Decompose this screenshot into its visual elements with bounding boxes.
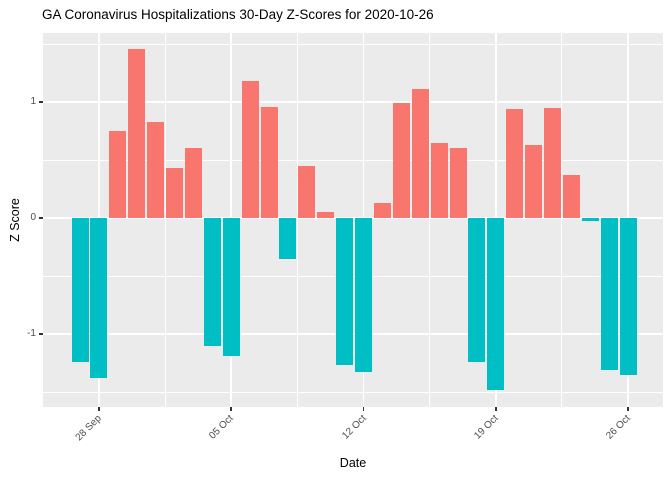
- gridline-minor: [164, 33, 166, 407]
- x-tick: [98, 406, 100, 411]
- gridline-minor: [429, 33, 431, 407]
- bar: [147, 121, 165, 218]
- y-tick: [39, 217, 43, 219]
- bar: [317, 212, 335, 218]
- y-tick: [39, 333, 43, 335]
- bar: [166, 168, 183, 218]
- y-tick-label: 1: [30, 96, 36, 107]
- bar: [600, 218, 618, 370]
- x-tick-label: 19 Oct: [471, 413, 501, 442]
- bar: [336, 218, 354, 366]
- bar: [619, 218, 637, 375]
- bar: [506, 108, 524, 218]
- x-tick-label: 26 Oct: [604, 413, 633, 442]
- gridline-minor: [296, 33, 298, 407]
- y-axis-title: Z Score: [8, 198, 22, 242]
- bar: [525, 144, 543, 218]
- x-tick: [230, 406, 232, 411]
- bar: [222, 218, 240, 357]
- bar: [449, 148, 467, 218]
- gridline-minor: [43, 43, 663, 45]
- bar: [203, 218, 221, 346]
- bar: [468, 218, 486, 362]
- x-tick-label: 28 Sep: [73, 413, 104, 444]
- bar: [241, 81, 259, 218]
- bar: [487, 218, 505, 390]
- bar: [90, 218, 108, 379]
- x-tick: [495, 406, 497, 411]
- x-axis-title: Date: [339, 456, 367, 470]
- bar: [109, 131, 127, 218]
- y-tick-label: -1: [27, 328, 36, 339]
- gridline-major: [43, 101, 663, 103]
- bar: [581, 218, 599, 222]
- plot-panel: [43, 33, 663, 407]
- x-tick: [627, 406, 629, 411]
- bar: [184, 148, 202, 218]
- bar: [71, 218, 89, 362]
- bar: [430, 142, 448, 218]
- y-tick: [39, 101, 43, 103]
- y-tick-label: 0: [30, 212, 36, 223]
- bar: [355, 218, 372, 373]
- bar: [392, 103, 410, 218]
- bar: [279, 218, 297, 259]
- gridline-minor: [43, 391, 663, 393]
- x-tick-label: 05 Oct: [207, 413, 236, 442]
- x-tick: [362, 406, 365, 411]
- bar: [411, 89, 429, 218]
- bar: [128, 48, 146, 218]
- bar: [562, 175, 580, 218]
- bar: [544, 107, 561, 218]
- chart-title: GA Coronavirus Hospitalizations 30-Day Z…: [42, 7, 434, 22]
- bar: [260, 106, 278, 218]
- gridline-minor: [561, 33, 563, 407]
- gridline-minor: [43, 159, 663, 161]
- bar: [298, 165, 316, 218]
- bar: [373, 202, 391, 218]
